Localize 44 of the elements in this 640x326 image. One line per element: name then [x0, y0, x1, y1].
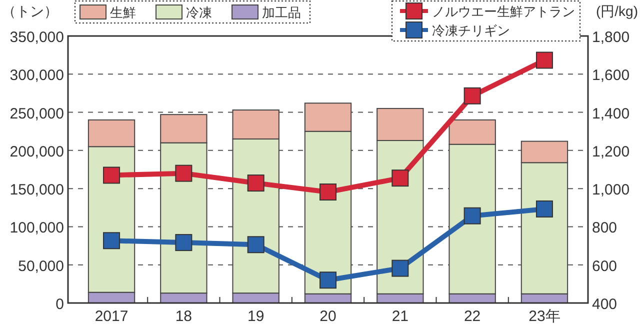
x-tick-label: 23年 — [528, 308, 560, 325]
y-tick-label: 350,000 — [10, 29, 64, 46]
y-tick-label: 0 — [56, 296, 64, 313]
legend-label: 冷凍 — [186, 5, 212, 20]
y2-tick-label: 1,200 — [592, 143, 630, 160]
x-tick-label: 22 — [464, 308, 481, 325]
y-tick-label: 200,000 — [10, 143, 64, 160]
point — [320, 184, 336, 201]
legend-label: ノルウエー生鮮アトラン — [432, 4, 575, 19]
x-tick-label: 18 — [175, 308, 192, 325]
y2-tick-label: 800 — [592, 220, 618, 237]
point — [320, 272, 336, 289]
y2-tick-label: 1,400 — [592, 105, 630, 122]
y-tick-label: 100,000 — [10, 220, 64, 237]
y2-axis-title: (円/kg) — [596, 3, 638, 19]
point — [247, 236, 264, 254]
point — [536, 200, 553, 218]
y2-tick-label: 1,000 — [592, 182, 630, 199]
point — [175, 164, 192, 182]
y-axis-title: （トン） — [2, 3, 58, 19]
point — [103, 232, 120, 250]
y2-tick-label: 600 — [592, 258, 618, 275]
point — [392, 260, 409, 277]
legend-label: 冷凍チリギン — [432, 23, 510, 38]
y2-tick-label: 1,800 — [592, 29, 630, 46]
x-tick-label: 19 — [247, 308, 264, 325]
y-tick-label: 150,000 — [10, 182, 64, 199]
x-tick-label: 2017 — [94, 308, 128, 325]
y-tick-label: 300,000 — [10, 67, 64, 84]
point — [247, 174, 264, 192]
point — [392, 170, 409, 187]
point — [175, 234, 192, 252]
x-tick-label: 21 — [392, 308, 409, 325]
y-tick-label: 50,000 — [18, 258, 64, 275]
point — [464, 87, 481, 104]
legend-label: 加工品 — [262, 5, 301, 20]
legend-label: 生鮮 — [110, 5, 136, 20]
y2-tick-label: 1,600 — [592, 67, 630, 84]
point — [536, 52, 553, 69]
point — [103, 166, 120, 184]
x-tick-label: 20 — [320, 308, 336, 325]
y2-tick-label: 400 — [592, 296, 618, 313]
y-tick-label: 250,000 — [10, 105, 64, 122]
point — [464, 207, 481, 224]
